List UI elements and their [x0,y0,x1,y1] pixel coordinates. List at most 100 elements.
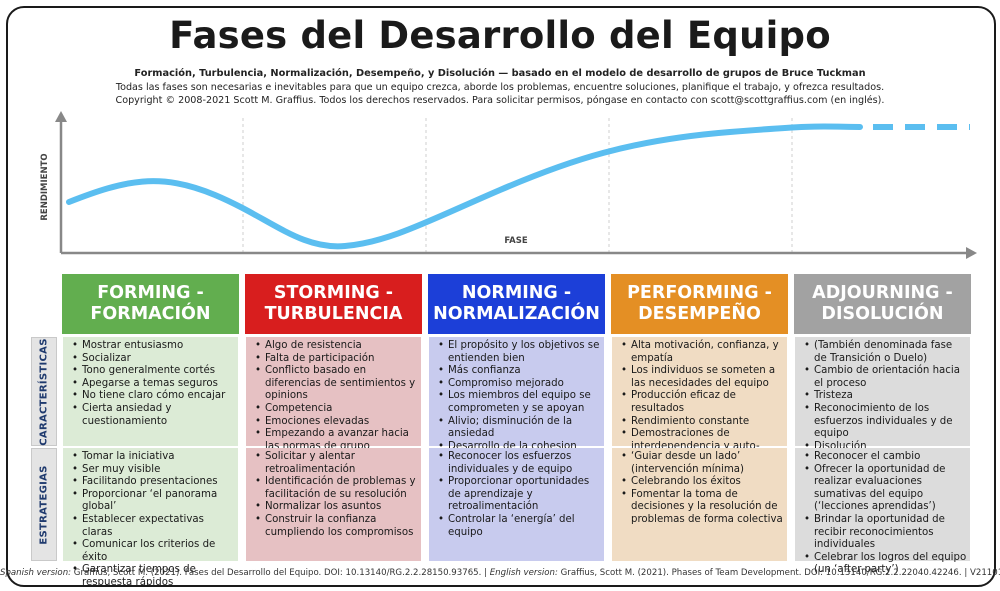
phase-header-2: STORMING - TURBULENCIA [245,274,422,334]
y-axis-arrowhead [55,111,67,122]
footer-english-text: Graffius, Scott M. (2021). Phases of Tea… [560,568,962,578]
x-axis-label: FASE [504,236,528,246]
phase-header-text: NORMING - NORMALIZACIÓN [433,283,600,325]
subtitle-line-2: Todas las fases son necesarias e inevita… [115,82,885,93]
phase-name: FORMING - [97,283,204,303]
list-item: Tono generalmente cortés [72,365,236,378]
performance-curve-chart: RENDIMIENTO FASE [40,111,977,259]
footer-spanish-label: Spanish version: [0,568,72,578]
phase-name: NORMING - [461,283,572,303]
list-item: Facilitando presentaciones [72,476,236,489]
list-item: Identificación de problemas y facilitaci… [255,476,419,501]
y-axis-label: RENDIMIENTO [40,153,50,220]
strategies-list: ‘Guiar desde un lado’ (intervención míni… [620,451,785,527]
strategies-list: Reconocer los esfuerzos individuales y d… [437,451,602,539]
list-item: El propósito y los objetivos se entiende… [438,340,602,365]
x-axis-arrowhead [966,247,977,259]
strategies-cell-1: Tomar la iniciativaSer muy visibleFacili… [63,448,238,588]
list-item: Conflicto basado en diferencias de senti… [255,365,419,403]
list-item: No tiene claro cómo encajar [72,390,236,403]
strategies-list: Tomar la iniciativaSer muy visibleFacili… [71,451,236,590]
row-label-characteristics: CARACTERÍSTICAS [31,337,57,446]
phase-translation: TURBULENCIA [264,304,403,324]
footer-separator: | [964,568,968,578]
phase-header-4: PERFORMING - DESEMPEÑO [611,274,788,334]
list-item: Algo de resistencia [255,340,419,353]
list-item: Los miembros del equipo se comprometen y… [438,390,602,415]
footer-code: V21101907ES [969,568,1000,578]
subtitle-bold: Formación, Turbulencia, Normalización, D… [134,68,866,79]
characteristics-cell-3: El propósito y los objetivos se entiende… [429,337,604,453]
performance-curve [66,123,863,250]
list-item: Fomentar la toma de decisiones y la reso… [621,489,785,527]
phase-header-3: NORMING - NORMALIZACIÓN [428,274,605,334]
list-item: Producción eficaz de resultados [621,390,785,415]
list-item: Los individuos se someten a las necesida… [621,365,785,390]
list-item: Empezando a avanzar hacia las normas de … [255,428,419,453]
list-item: Solicitar y alentar retroalimentación [255,451,419,476]
phase-header-text: PERFORMING - DESEMPEÑO [627,283,772,325]
strategies-cell-2: Solicitar y alentar retroalimentaciónIde… [246,448,421,561]
footer-spanish-text: Graffius, Scott M. (2021). Fases del Des… [73,568,482,578]
page-title: Fases del Desarrollo del Equipo [169,14,831,57]
list-item: Reconocer los esfuerzos individuales y d… [438,451,602,476]
row-label-strategies-text: ESTRATEGIAS [38,464,50,545]
characteristics-list: El propósito y los objetivos se entiende… [437,340,602,453]
row-label-characteristics-text: CARACTERÍSTICAS [38,337,50,446]
list-item: Falta de participación [255,353,419,366]
list-item: Cierta ansiedad y cuestionamiento [72,403,236,428]
list-item: Reconocer el cambio [804,451,968,464]
phase-dividers [242,118,793,253]
list-item: Compromiso mejorado [438,378,602,391]
list-item: Alta motivación, confianza, y empatía [621,340,785,365]
phase-header-text: ADJOURNING - DISOLUCIÓN [812,283,953,325]
footer-separator: | [484,568,488,578]
list-item: Apegarse a temas seguros [72,378,236,391]
list-item: Controlar la ‘energía’ del equipo [438,514,602,539]
list-item: Celebrar los logros del equipo (un ‘afte… [804,552,968,577]
row-label-strategies: ESTRATEGIAS [31,448,57,561]
strategies-list: Reconocer el cambioOfrecer la oportunida… [803,451,968,577]
list-item: Emociones elevadas [255,416,419,429]
list-item: Competencia [255,403,419,416]
list-item: Disolución [804,441,968,454]
list-item: Garantizar tiempos de respuesta rápidos [72,564,236,589]
list-item: Reconocimiento de los esfuerzos individu… [804,403,968,441]
characteristics-list: (También denominada fase de Transición o… [803,340,968,453]
phase-header-5: ADJOURNING - DISOLUCIÓN [794,274,971,334]
list-item: Tristeza [804,390,968,403]
list-item: Desarrollo de la cohesion [438,441,602,454]
list-item: Rendimiento constante [621,416,785,429]
phase-translation: FORMACIÓN [90,304,211,324]
characteristics-cell-2: Algo de resistenciaFalta de participació… [246,337,421,452]
phase-header-text: STORMING - TURBULENCIA [265,283,403,325]
list-item: Proporcionar ‘el panorama global’ [72,489,236,514]
footer-citation: Spanish version: Graffius, Scott M. (202… [0,568,1000,578]
characteristics-cell-4: Alta motivación, confianza, y empatíaLos… [612,337,787,464]
list-item: Ser muy visible [72,464,236,477]
phase-name: PERFORMING - [627,283,772,303]
subtitle-line-3: Copyright © 2008-2021 Scott M. Graffius.… [115,95,885,106]
list-item: Proporcionar oportunidades de aprendizaj… [438,476,602,514]
phase-name: STORMING - [273,283,394,303]
list-item: Normalizar los asuntos [255,501,419,514]
footer-english-label: English version: [489,568,558,578]
characteristics-cell-5: (También denominada fase de Transición o… [795,337,970,453]
characteristics-cell-1: Mostrar entusiasmoSocializarTono general… [63,337,238,446]
list-item: Tomar la iniciativa [72,451,236,464]
phase-name: ADJOURNING - [812,283,953,303]
list-item: Socializar [72,353,236,366]
list-item: Ofrecer la oportunidad de realizar evalu… [804,464,968,514]
list-item: Celebrando los éxitos [621,476,785,489]
list-item: ‘Guiar desde un lado’ (intervención míni… [621,451,785,476]
strategies-cell-5: Reconocer el cambioOfrecer la oportunida… [795,448,970,575]
phase-header-text: FORMING - FORMACIÓN [90,283,210,325]
strategies-list: Solicitar y alentar retroalimentaciónIde… [254,451,419,539]
characteristics-list: Algo de resistenciaFalta de participació… [254,340,419,453]
phase-translation: NORMALIZACIÓN [433,304,600,324]
list-item: Construir la confianza cumpliendo los co… [255,514,419,539]
characteristics-list: Mostrar entusiasmoSocializarTono general… [71,340,236,428]
list-item: (También denominada fase de Transición o… [804,340,968,365]
list-item: Alivio; disminución de la ansiedad [438,416,602,441]
strategies-cell-4: ‘Guiar desde un lado’ (intervención míni… [612,448,787,561]
